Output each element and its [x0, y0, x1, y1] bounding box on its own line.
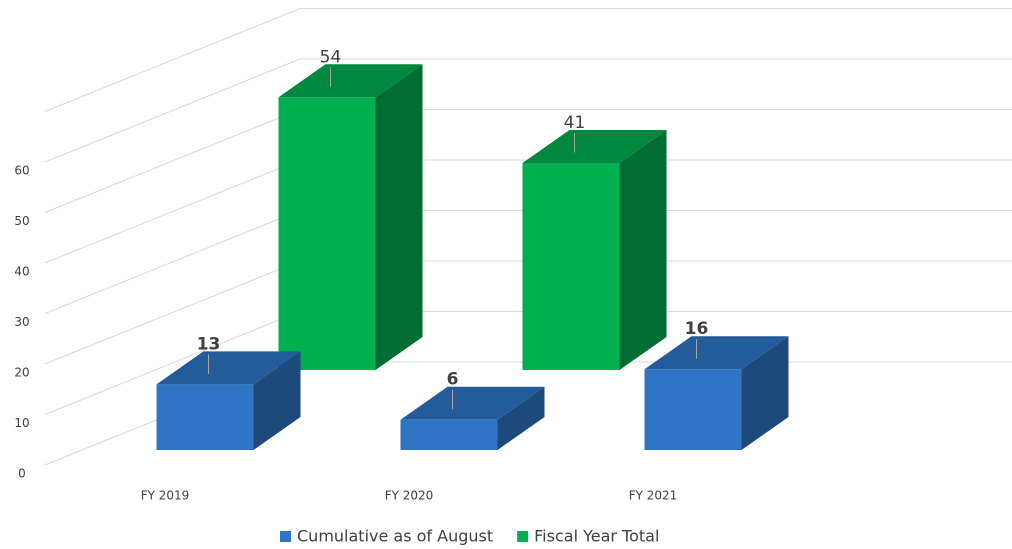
bar: [644, 336, 789, 450]
bar-front: [156, 384, 254, 450]
legend-label: Cumulative as of August: [297, 527, 493, 546]
x-tick-label: FY 2020: [385, 489, 434, 503]
y-tick-label: 40: [14, 265, 29, 279]
bar-top: [522, 129, 667, 163]
bar-side: [619, 129, 667, 370]
bar: [400, 386, 545, 450]
y-tick-label: 60: [14, 164, 29, 178]
y-tick-label: 10: [14, 416, 29, 430]
data-label: 6: [447, 370, 459, 390]
bar: [522, 129, 667, 370]
legend-swatch: [517, 531, 529, 542]
bar: [278, 64, 423, 371]
bar-side: [497, 386, 545, 450]
wall-edge: [44, 8, 1012, 112]
bar: [156, 351, 301, 450]
bar-top: [156, 351, 301, 385]
data-label: 13: [197, 334, 221, 354]
y-tick-label: 50: [14, 214, 29, 228]
legend-swatch: [280, 531, 291, 542]
x-tick-label: FY 2021: [629, 489, 678, 503]
x-tick-label: FY 2019: [141, 489, 190, 503]
bar-top: [644, 336, 789, 370]
grid-line: [44, 58, 1012, 163]
bar-front: [522, 162, 620, 370]
y-tick-label: 30: [14, 315, 29, 329]
bar-top: [278, 64, 423, 98]
bar-side: [253, 351, 301, 450]
bar-front: [400, 419, 498, 450]
bar-side: [375, 64, 423, 371]
bar-front: [644, 369, 742, 450]
data-label: 16: [685, 319, 709, 339]
y-tick-label: 20: [14, 366, 29, 380]
data-label: 54: [320, 47, 342, 67]
bar-top: [400, 386, 545, 420]
bar-front: [278, 97, 376, 371]
data-label: 41: [564, 113, 586, 133]
bar-side: [741, 336, 789, 450]
y-tick-label: 0: [18, 467, 26, 481]
legend-label: Fiscal Year Total: [534, 527, 659, 546]
